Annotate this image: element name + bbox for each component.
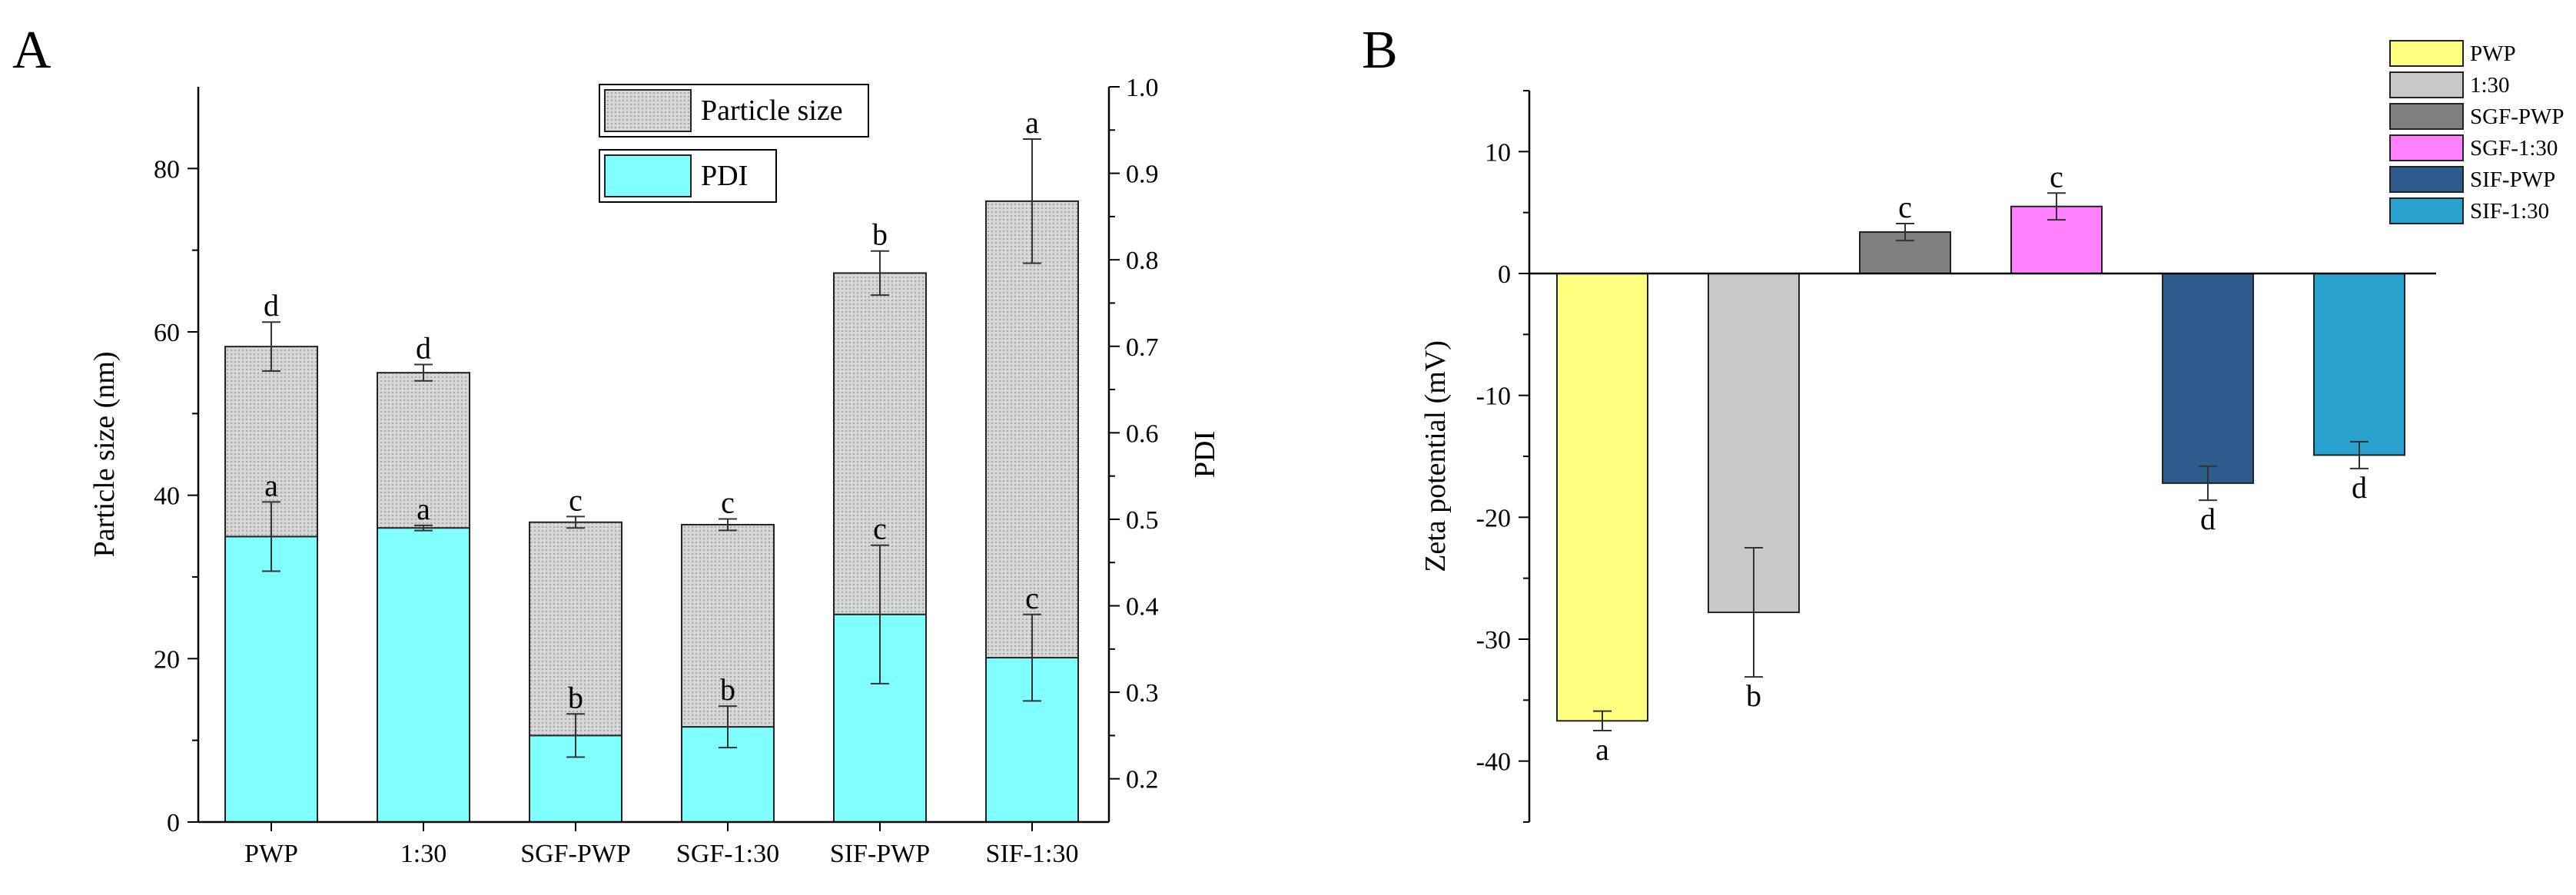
- legend-swatch-b-2: [2389, 103, 2464, 130]
- particle-size-sig-label-2: c: [569, 482, 583, 517]
- legend-label-pdi: PDI: [701, 160, 748, 192]
- y-tick-label-a-0: 0: [167, 809, 180, 837]
- x-tick-label-a-0: PWP: [244, 840, 298, 868]
- zeta-sig-label-3: c: [2050, 159, 2063, 194]
- legend-label-b-1: 1:30: [2470, 73, 2510, 98]
- legend-label-b-3: SGF-1:30: [2470, 136, 2558, 161]
- legend-swatch-b-5: [2389, 197, 2464, 224]
- y-tick-label-a-1: 20: [154, 645, 180, 674]
- y2-tick-label-a-7: 0.9: [1126, 161, 1159, 189]
- y-tick-label-b-3: -20: [1476, 504, 1511, 532]
- x-tick-label-a-2: SGF-PWP: [520, 840, 631, 868]
- zeta-sig-label-5: d: [2352, 470, 2367, 505]
- zeta-sig-label-1: b: [1746, 678, 1761, 713]
- x-tick-label-a-4: SIF-PWP: [830, 840, 930, 868]
- legend-label-b-5: SIF-1:30: [2470, 199, 2549, 224]
- x-tick-label-a-3: SGF-1:30: [676, 840, 779, 868]
- particle-size-sig-label-5: a: [1025, 105, 1039, 140]
- y2-tick-label-a-5: 0.7: [1126, 333, 1159, 362]
- y-tick-label-b-1: 0: [1498, 260, 1511, 289]
- pdi-sig-label-1: a: [417, 492, 430, 526]
- legend-swatch-b-0: [2389, 40, 2464, 67]
- panel-a-label: A: [12, 21, 51, 80]
- y2-tick-label-a-6: 0.8: [1126, 247, 1159, 275]
- particle-size-sig-label-4: b: [872, 217, 888, 252]
- zeta-bar-0: [1556, 273, 1648, 722]
- pdi-bar-0: [224, 535, 318, 823]
- zeta-bar-4: [2162, 273, 2254, 484]
- pdi-sig-label-4: c: [873, 512, 887, 546]
- y-tick-label-b-0: 10: [1485, 138, 1511, 167]
- pdi-sig-label-3: b: [720, 672, 735, 707]
- x-tick-label-a-1: 1:30: [400, 840, 446, 868]
- particle-size-sig-label-3: c: [721, 486, 735, 520]
- zeta-bar-5: [2313, 273, 2405, 456]
- legend-swatch-b-1: [2389, 71, 2464, 98]
- legend-swatch-b-3: [2389, 134, 2464, 161]
- zeta-sig-label-4: d: [2200, 502, 2216, 536]
- legend-swatch-particle-size: [604, 89, 692, 132]
- y2-tick-label-a-1: 0.3: [1126, 679, 1159, 708]
- pdi-bar-1: [377, 527, 470, 823]
- y-tick-label-a-4: 80: [154, 155, 180, 184]
- x-tick-label-a-5: SIF-1:30: [986, 840, 1079, 868]
- pdi-sig-label-2: b: [568, 680, 583, 714]
- y-tick-label-b-4: -30: [1476, 626, 1511, 655]
- y2-axis-title-a: PDI: [1189, 431, 1221, 478]
- pdi-sig-label-5: c: [1025, 581, 1039, 615]
- y-tick-label-b-5: -40: [1476, 748, 1511, 777]
- legend-label-b-0: PWP: [2470, 41, 2516, 66]
- y2-tick-label-a-4: 0.6: [1126, 419, 1159, 448]
- pdi-sig-label-0: a: [264, 468, 278, 502]
- y-tick-label-b-2: -10: [1476, 383, 1511, 411]
- y2-tick-label-a-2: 0.4: [1126, 593, 1159, 622]
- y2-tick-label-a-3: 0.5: [1126, 506, 1159, 535]
- legend-swatch-pdi: [604, 154, 692, 197]
- legend-swatch-b-4: [2389, 166, 2464, 193]
- zeta-sig-label-2: c: [1898, 190, 1912, 224]
- y-tick-label-a-3: 60: [154, 319, 180, 347]
- y-axis-title-a: Particle size (nm): [88, 351, 121, 557]
- y-tick-label-a-2: 40: [154, 482, 180, 511]
- zeta-sig-label-0: a: [1595, 732, 1609, 767]
- y-axis-title-b: Zeta potential (mV): [1419, 340, 1452, 572]
- legend-label-particle-size: Particle size: [701, 94, 843, 127]
- y2-tick-label-a-0: 0.2: [1126, 766, 1159, 794]
- legend-box-pdi: [599, 149, 777, 203]
- legend-label-b-2: SGF-PWP: [2470, 104, 2564, 129]
- legend-label-b-4: SIF-PWP: [2470, 167, 2555, 192]
- particle-size-sig-label-1: d: [416, 331, 431, 366]
- y2-tick-label-a-8: 1.0: [1126, 74, 1159, 102]
- legend-box-particle-size: [599, 84, 869, 138]
- particle-size-sig-label-0: d: [264, 288, 279, 323]
- panel-b-label: B: [1362, 21, 1398, 80]
